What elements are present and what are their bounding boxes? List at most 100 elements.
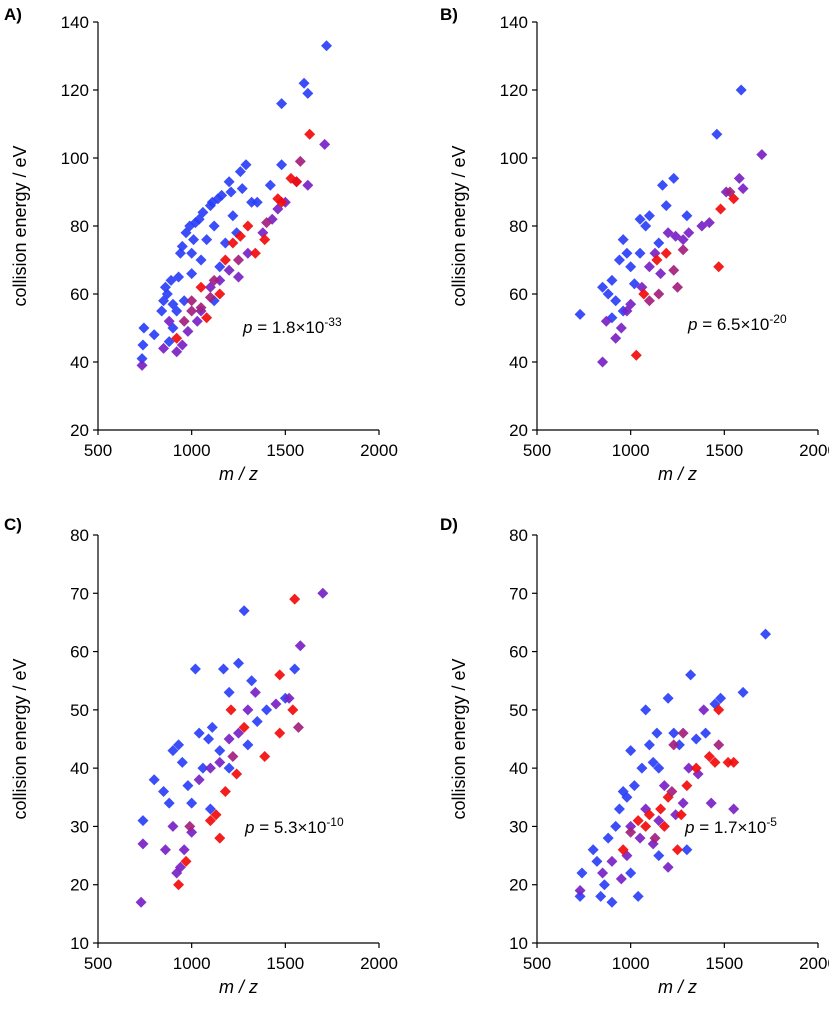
y-tick-label: 40: [70, 759, 89, 778]
data-point: [700, 727, 712, 739]
data-point: [167, 745, 179, 757]
data-point: [204, 762, 216, 774]
data-point: [681, 844, 693, 856]
y-tick-label: 40: [509, 353, 528, 372]
data-point: [219, 254, 231, 266]
data-point: [672, 844, 683, 856]
data-point: [249, 247, 261, 259]
data-point: [208, 274, 220, 286]
data-point: [574, 890, 586, 902]
p-symbol: p: [244, 818, 254, 837]
data-point: [658, 780, 670, 792]
data-point: [227, 750, 239, 762]
data-point: [186, 797, 198, 809]
data-point: [261, 217, 273, 229]
data-point: [617, 234, 629, 246]
data-point: [178, 844, 190, 856]
data-point: [203, 733, 215, 745]
panel-label: A): [4, 5, 22, 24]
data-point: [685, 669, 697, 681]
data-point: [713, 704, 725, 716]
data-point: [178, 295, 190, 307]
data-point: [208, 220, 220, 232]
data-point: [298, 77, 310, 89]
data-point: [724, 186, 736, 198]
data-point: [675, 809, 687, 821]
data-point: [317, 587, 329, 599]
data-point: [276, 196, 288, 208]
data-point: [690, 733, 702, 745]
data-point: [242, 220, 254, 232]
data-point: [178, 315, 190, 327]
data-point: [233, 727, 244, 739]
data-point: [713, 261, 725, 273]
p-symbol: p: [242, 318, 252, 337]
data-point: [677, 727, 689, 739]
data-point: [188, 234, 200, 246]
data-point: [251, 196, 263, 208]
data-point: [214, 261, 226, 273]
data-point: [197, 762, 209, 774]
data-point: [214, 274, 226, 286]
data-point: [137, 838, 149, 850]
data-point: [756, 149, 768, 161]
panel-b: 20 40 60 80 100 120 140 500 1000 1500 2000 collisio…: [440, 5, 829, 484]
data-point: [597, 281, 609, 293]
data-point: [137, 815, 149, 827]
data-point: [193, 727, 205, 739]
y-tick-label: 120: [61, 81, 89, 100]
data-point: [711, 128, 723, 140]
data-point: [274, 727, 286, 739]
data-point: [319, 138, 331, 150]
p-exponent: -5: [766, 815, 777, 829]
data-point: [653, 850, 665, 862]
data-point: [231, 768, 243, 780]
data-point: [668, 172, 680, 184]
data-point: [662, 692, 674, 704]
data-point: [690, 762, 702, 774]
x-axis-label: m / z: [219, 464, 258, 484]
data-point: [638, 288, 650, 300]
data-point: [587, 844, 599, 856]
data-point: [214, 832, 226, 844]
data-point: [233, 657, 244, 669]
data-point: [195, 281, 207, 293]
data-point: [703, 750, 715, 762]
data-point: [643, 210, 655, 222]
data-point: [670, 809, 682, 821]
data-point: [598, 879, 610, 891]
data-point: [728, 756, 740, 768]
y-tick-label: 60: [509, 285, 528, 304]
y-tick-label: 100: [61, 149, 89, 168]
x-tick-label: 500: [523, 441, 551, 460]
data-point: [186, 305, 198, 317]
data-point: [677, 797, 689, 809]
data-point: [655, 803, 667, 815]
y-tick-label: 80: [70, 526, 89, 545]
data-point: [662, 861, 674, 873]
y-tick-label: 50: [509, 701, 528, 720]
data-point: [634, 213, 646, 225]
data-point: [653, 288, 665, 300]
data-point: [625, 261, 637, 273]
data-point: [287, 704, 299, 716]
y-tick-label: 20: [70, 876, 89, 895]
data-point: [163, 797, 175, 809]
p-value-label: p = 5.3×10-10: [244, 815, 344, 837]
p-mantissa: = 5.3×10: [254, 818, 326, 837]
data-point: [159, 844, 171, 856]
data-point: [191, 315, 203, 327]
data-point: [606, 896, 618, 908]
data-point: [735, 84, 747, 96]
data-point: [651, 727, 663, 739]
p-symbol: p: [687, 315, 697, 334]
data-point: [677, 244, 689, 256]
data-point: [606, 274, 618, 286]
y-tick-label: 140: [500, 13, 528, 32]
data-point: [634, 247, 646, 259]
data-point: [294, 640, 306, 652]
data-point: [195, 302, 207, 314]
data-point: [276, 98, 288, 110]
data-point: [634, 832, 646, 844]
p-mantissa: = 6.5×10: [697, 315, 769, 334]
